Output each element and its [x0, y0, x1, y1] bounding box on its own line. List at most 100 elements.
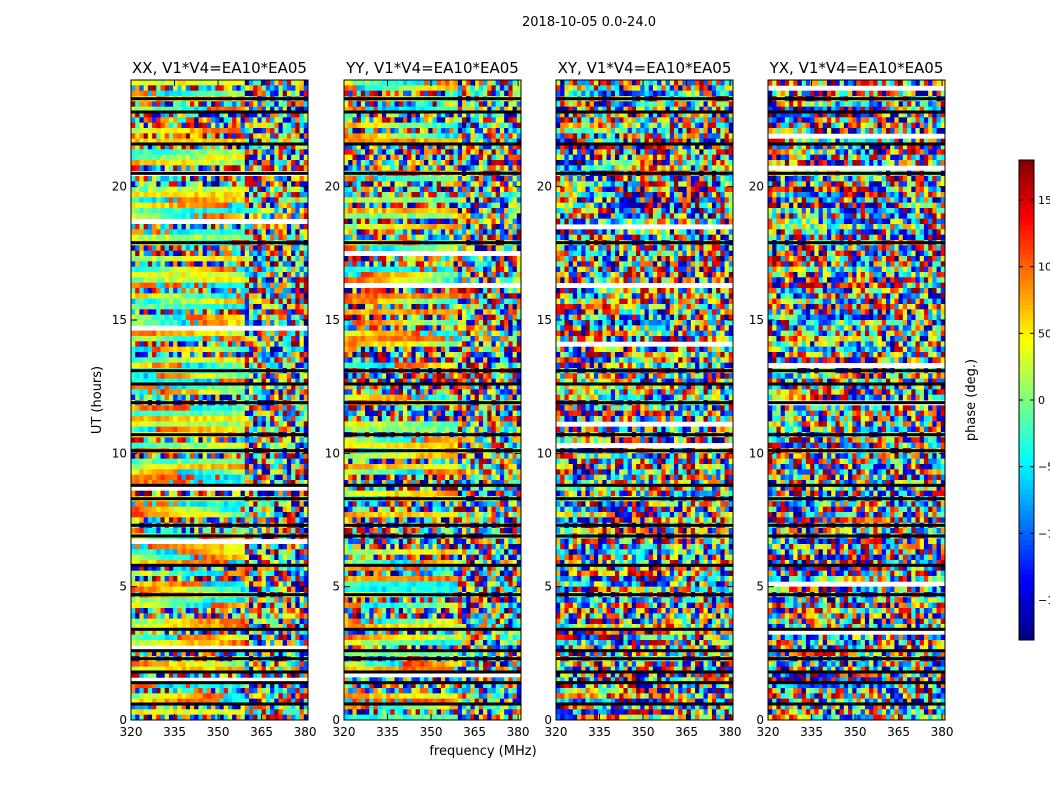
colorbar-swatch [1019, 345, 1034, 351]
flag-line [768, 483, 945, 487]
x-tick-label: 380 [931, 725, 954, 739]
flag-line [556, 593, 733, 597]
colorbar-tick-label: −50 [1038, 461, 1050, 474]
flag-line [556, 534, 733, 538]
colorbar-swatch [1019, 455, 1034, 461]
x-axis-label: frequency (MHz) [429, 744, 536, 759]
figure-suptitle: 2018-10-05 0.0-24.0 [522, 15, 656, 30]
flag-line [556, 627, 733, 631]
flag-line [556, 110, 733, 114]
colorbar-swatch [1019, 285, 1034, 291]
x-tick-label: 380 [719, 725, 742, 739]
colorbar-swatch [1019, 325, 1034, 331]
colorbar-swatch [1019, 635, 1034, 641]
flag-line [768, 702, 945, 706]
flag-line [556, 670, 733, 674]
colorbar-tick-label: 100 [1038, 261, 1050, 274]
flag-line [131, 382, 308, 386]
colorbar-swatch [1019, 160, 1034, 166]
flag-line [131, 593, 308, 597]
colorbar-swatch [1019, 165, 1034, 171]
colorbar-swatch [1019, 490, 1034, 496]
x-tick-label: 365 [250, 725, 273, 739]
y-tick-label: 5 [544, 580, 552, 594]
x-tick-label: 365 [887, 725, 910, 739]
colorbar-swatch [1019, 365, 1034, 371]
colorbar-tick-label: 150 [1038, 194, 1050, 207]
y-tick-label: 20 [325, 180, 340, 194]
colorbar-swatch [1019, 560, 1034, 566]
flag-line [768, 369, 945, 373]
flag-line [344, 523, 521, 527]
x-tick-label: 380 [294, 725, 317, 739]
y-tick-label: 0 [119, 713, 127, 727]
flag-line [131, 497, 308, 501]
flag-line [131, 702, 308, 706]
colorbar-tick-label: 0 [1038, 394, 1045, 407]
colorbar-swatch [1019, 230, 1034, 236]
y-tick-label: 15 [749, 313, 764, 327]
colorbar-swatch [1019, 380, 1034, 386]
y-tick-label: 0 [544, 713, 552, 727]
colorbar-swatch [1019, 540, 1034, 546]
flag-line [344, 369, 521, 373]
colorbar-swatch [1019, 570, 1034, 576]
colorbar-swatch [1019, 320, 1034, 326]
x-tick-label: 380 [507, 725, 530, 739]
x-tick-label: 365 [463, 725, 486, 739]
colorbar-swatch [1019, 420, 1034, 426]
colorbar-swatch [1019, 625, 1034, 631]
colorbar-swatch [1019, 470, 1034, 476]
colorbar-tick-label: −100 [1038, 527, 1050, 540]
colorbar-swatch [1019, 545, 1034, 551]
flag-line [344, 97, 521, 101]
colorbar: 150 100 50 0 −50 −100 −150 [1018, 159, 1050, 641]
x-tick-label: 350 [420, 725, 443, 739]
colorbar-swatch [1019, 265, 1034, 271]
phase-image [131, 80, 309, 721]
flag-line [131, 670, 308, 674]
flag-line [556, 401, 733, 405]
flag-line [768, 241, 945, 245]
flag-line [344, 563, 521, 567]
flag-line [344, 142, 521, 146]
y-tick-label: 0 [756, 713, 764, 727]
y-tick-label: 0 [332, 713, 340, 727]
panel-xy: XY, V1*V4=EA10*EA05 320 335 350 365 380 0 5 10 15… [537, 59, 742, 739]
flag-line [768, 171, 945, 175]
flag-line [131, 534, 308, 538]
colorbar-swatch [1019, 255, 1034, 261]
colorbar-swatch [1019, 595, 1034, 601]
flag-line [131, 523, 308, 527]
flag-line [131, 681, 308, 685]
panel-title: XX, V1*V4=EA10*EA05 [132, 59, 307, 77]
colorbar-swatch [1019, 245, 1034, 251]
y-tick-label: 5 [756, 580, 764, 594]
panel-title: YY, V1*V4=EA10*EA05 [345, 59, 519, 77]
flag-line [556, 97, 733, 101]
flag-line [768, 534, 945, 538]
colorbar-tick-label: 50 [1038, 327, 1050, 340]
flag-line [131, 241, 308, 245]
flag-line [344, 670, 521, 674]
flag-line [131, 627, 308, 631]
colorbar-swatch [1019, 335, 1034, 341]
flag-line [344, 681, 521, 685]
colorbar-swatch [1019, 260, 1034, 266]
flag-line [768, 497, 945, 501]
y-tick-label: 10 [749, 446, 764, 460]
colorbar-swatch [1019, 600, 1034, 606]
flag-line [556, 483, 733, 487]
flag-line [344, 702, 521, 706]
y-tick-label: 15 [537, 313, 552, 327]
colorbar-swatch [1019, 275, 1034, 281]
colorbar-swatch [1019, 500, 1034, 506]
panel-frame [343, 79, 522, 721]
flag-line [344, 593, 521, 597]
colorbar-swatch [1019, 390, 1034, 396]
y-tick-label: 15 [325, 313, 340, 327]
colorbar-swatch [1019, 360, 1034, 366]
colorbar-swatch [1019, 185, 1034, 191]
flag-line [768, 382, 945, 386]
